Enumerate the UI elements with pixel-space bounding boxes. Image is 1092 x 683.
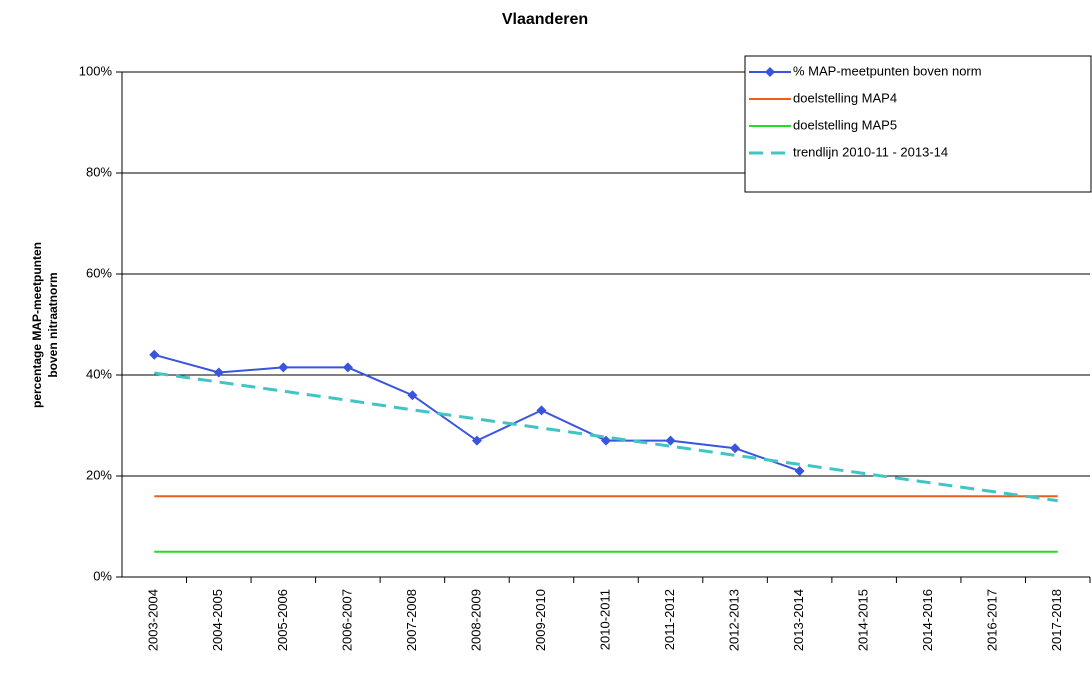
- data-point: [536, 405, 547, 416]
- x-tick-label: 2009-2010: [533, 589, 548, 651]
- x-tick-label: 2013-2014: [791, 589, 806, 651]
- data-point: [407, 390, 418, 401]
- series-line: [154, 353, 800, 472]
- legend-box: [744, 55, 1092, 193]
- x-tick-label: 2008-2009: [468, 589, 483, 651]
- legend-label: trendlijn 2010-11 - 2013-14: [793, 144, 948, 159]
- legend-label: doelstelling MAP5: [793, 117, 897, 132]
- data-point: [471, 435, 482, 446]
- data-point: [213, 367, 224, 378]
- data-point: [665, 435, 676, 446]
- data-point: [794, 465, 805, 476]
- x-tick-label: 2005-2006: [275, 589, 290, 651]
- y-tick-label: 0%: [93, 568, 112, 583]
- series-line: [154, 371, 1058, 503]
- y-axis-label: percentage MAP-meetpunten: [30, 242, 44, 408]
- y-tick-label: 100%: [79, 63, 113, 78]
- x-tick-label: 2014-2015: [856, 589, 871, 651]
- x-tick-label: 2003-2004: [146, 589, 161, 651]
- data-point: [149, 349, 160, 360]
- legend-marker: [765, 67, 775, 77]
- x-tick-label: 2014-2016: [920, 589, 935, 651]
- y-tick-label: 20%: [86, 467, 112, 482]
- data-point: [730, 443, 741, 454]
- x-tick-label: 2017-2018: [1049, 589, 1064, 651]
- x-tick-label: 2011-2012: [662, 589, 677, 650]
- legend-label: % MAP-meetpunten boven norm: [793, 63, 982, 78]
- x-tick-label: 2007-2008: [404, 589, 419, 651]
- x-tick-label: 2016-2017: [985, 589, 1000, 651]
- y-tick-label: 80%: [86, 164, 112, 179]
- x-tick-label: 2004-2005: [210, 589, 225, 651]
- y-tick-label: 60%: [86, 265, 112, 280]
- data-point: [342, 362, 353, 373]
- chart-title: Vlaanderen: [502, 11, 588, 28]
- x-tick-label: 2006-2007: [339, 589, 354, 651]
- y-axis-label: boven nitraatnorm: [46, 272, 60, 377]
- x-tick-label: 2010-2011: [597, 589, 612, 650]
- y-tick-label: 40%: [86, 366, 112, 381]
- data-point: [278, 362, 289, 373]
- x-tick-label: 2012-2013: [727, 589, 742, 651]
- legend-label: doelstelling MAP4: [793, 90, 897, 105]
